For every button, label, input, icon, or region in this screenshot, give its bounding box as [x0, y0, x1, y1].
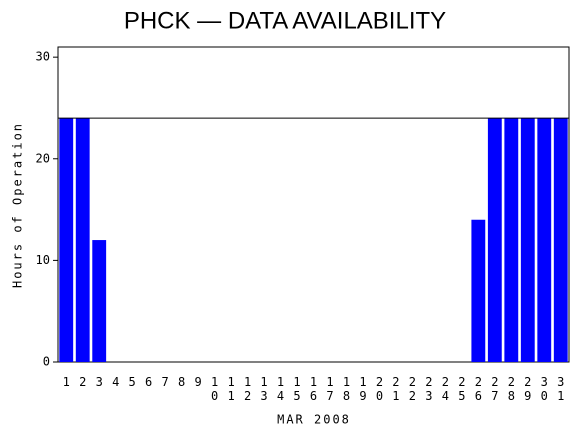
x-tick-label: 5 [129, 375, 136, 389]
bar [520, 118, 535, 363]
y-tick-label: 10 [36, 253, 50, 267]
bar [504, 118, 519, 363]
y-tick-label: 20 [36, 151, 50, 165]
bar [59, 118, 74, 363]
y-tick-label: 0 [43, 355, 50, 369]
x-tick-label: 9 [194, 375, 201, 389]
plot-frame [57, 46, 570, 363]
x-tick-label: 3 [96, 375, 103, 389]
y-tick-label: 30 [36, 50, 50, 64]
bar [537, 118, 552, 363]
bar [553, 118, 568, 363]
x-tick-label: 7 [162, 375, 169, 389]
bar [75, 118, 90, 363]
x-tick-label: 6 [145, 375, 152, 389]
bar [471, 219, 486, 362]
x-tick-label: 4 [112, 375, 119, 389]
x-tick-label: 1 [63, 375, 70, 389]
x-tick-label: 2 [79, 375, 86, 389]
bar [92, 240, 107, 362]
y-axis-label: Hours of Operation [11, 122, 25, 288]
x-tick-label: 8 [178, 375, 185, 389]
x-axis-label: MAR 2008 [277, 413, 351, 427]
chart-title: PHCK — DATA AVAILABILITY [124, 7, 446, 34]
bar [487, 118, 502, 363]
